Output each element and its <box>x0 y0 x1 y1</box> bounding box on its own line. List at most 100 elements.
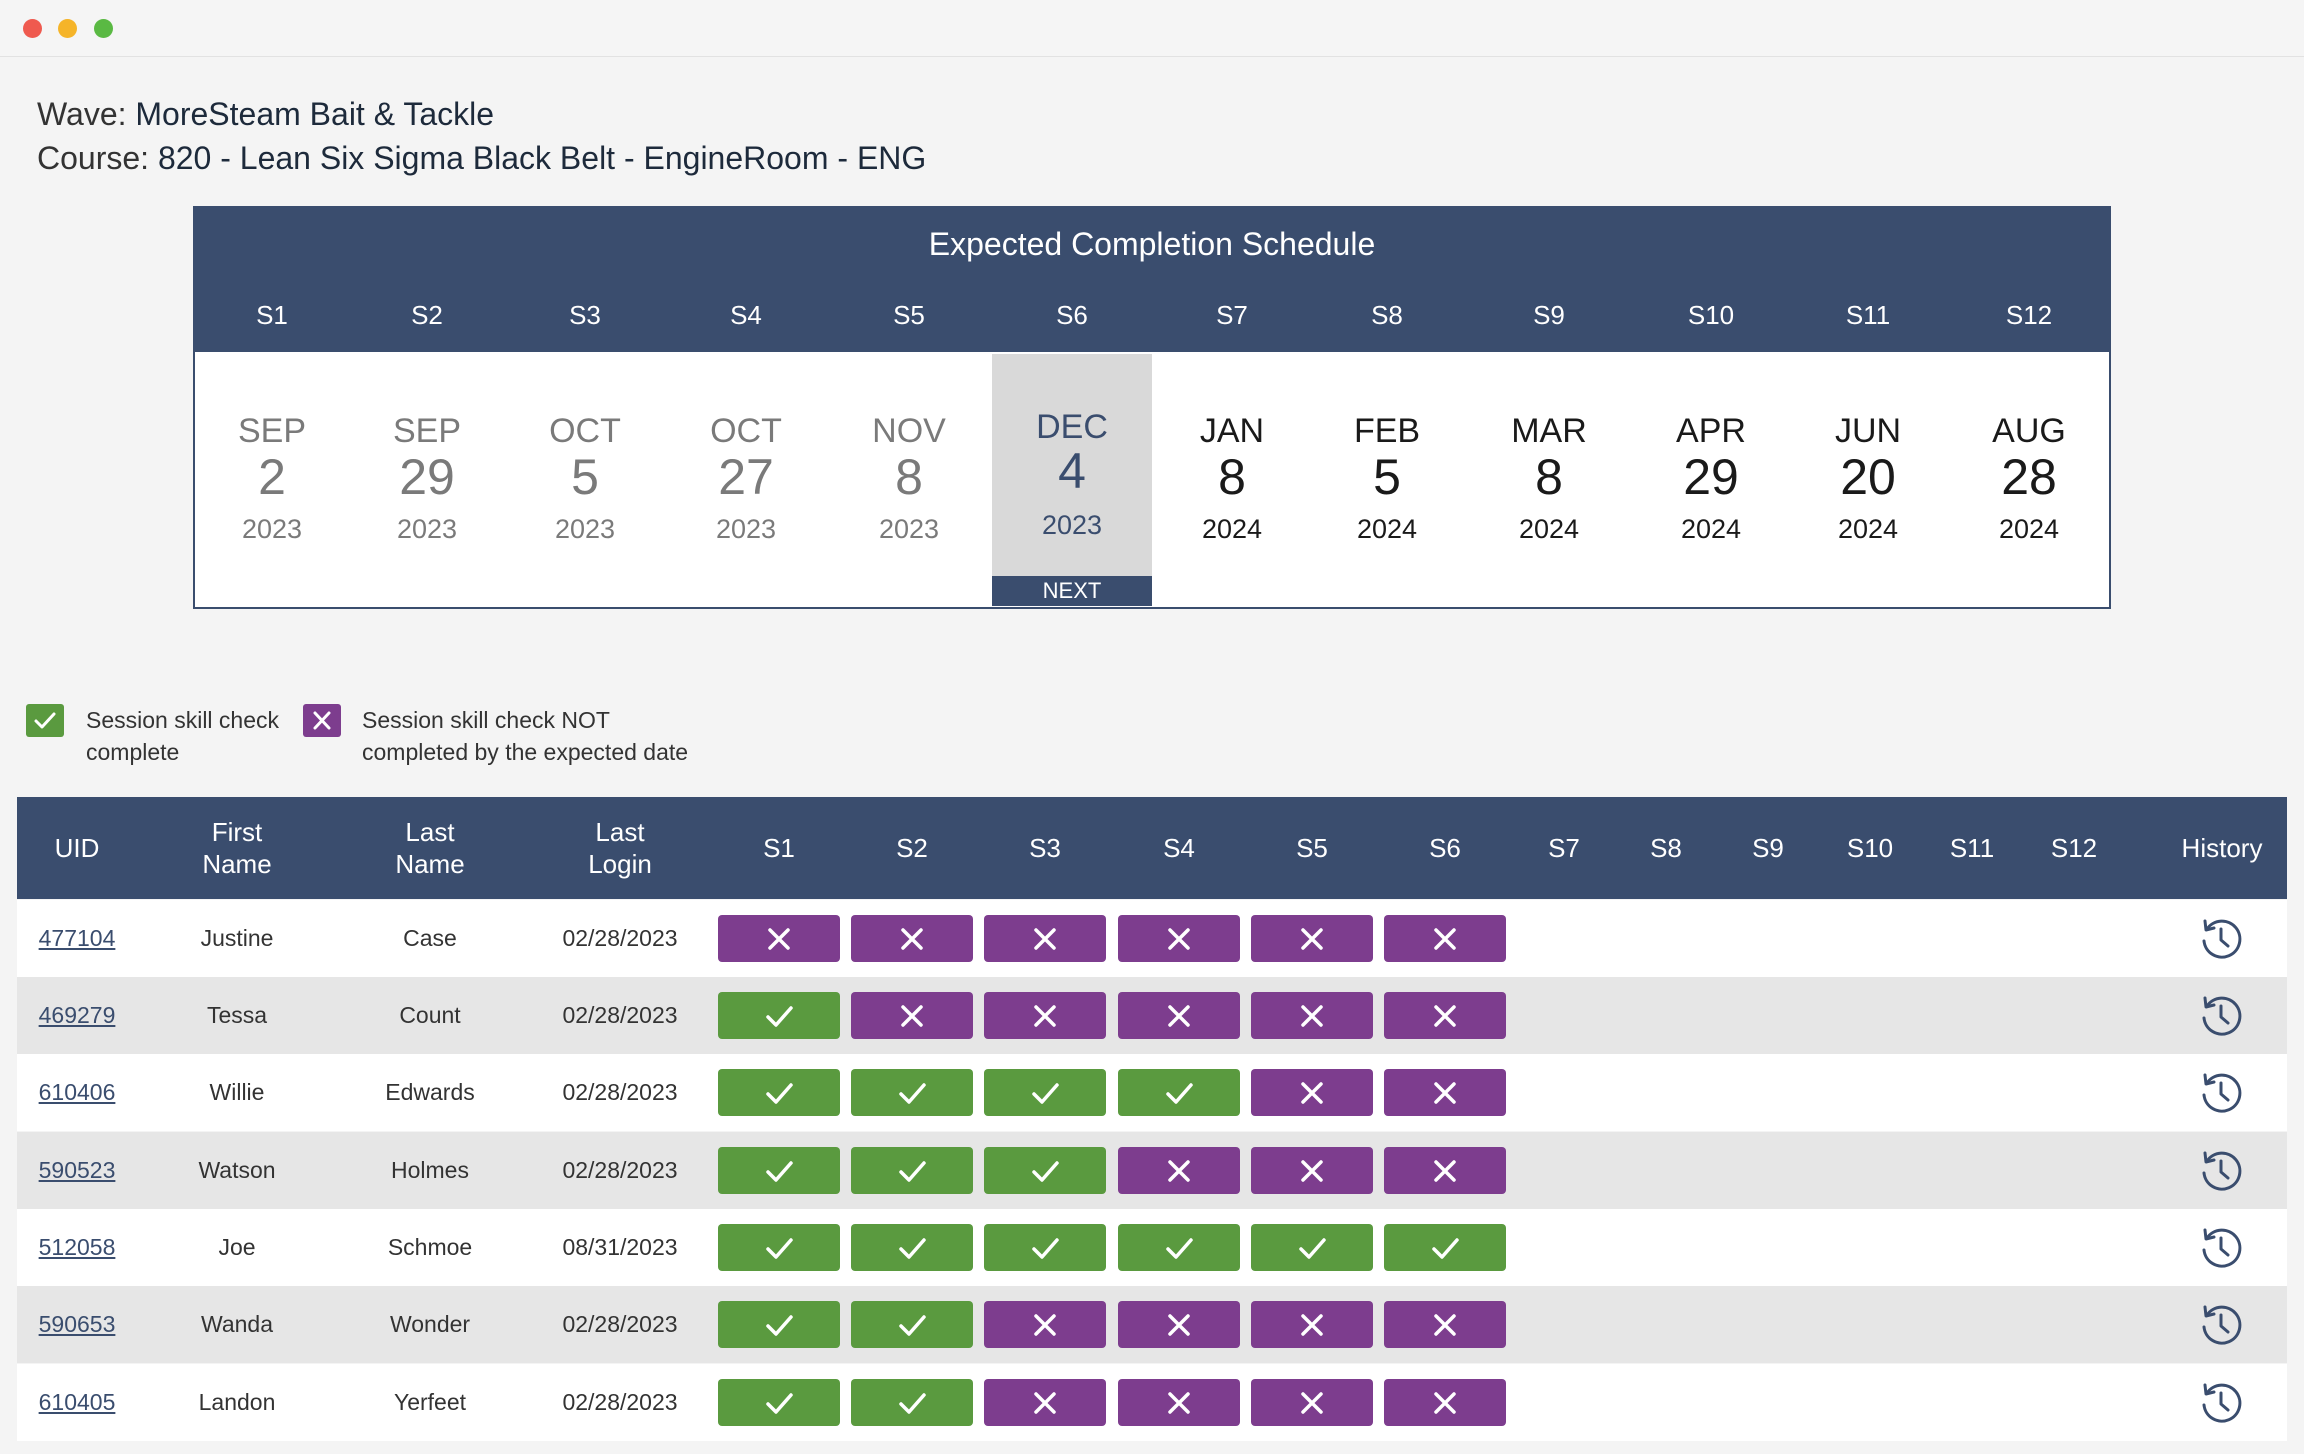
history-clock-icon <box>2202 1151 2242 1191</box>
skill-check-complete[interactable] <box>851 1147 973 1194</box>
skill-check-complete[interactable] <box>718 1224 840 1271</box>
uid-link[interactable]: 610406 <box>38 1079 116 1105</box>
check-icon <box>766 1160 793 1182</box>
skill-check-complete[interactable] <box>851 1379 973 1426</box>
skill-check-complete[interactable] <box>851 1069 973 1116</box>
skill-check-incomplete[interactable] <box>1118 915 1240 962</box>
skill-check-complete[interactable] <box>1251 1224 1373 1271</box>
course-value: 820 - Lean Six Sigma Black Belt - Engine… <box>157 140 927 176</box>
skill-check-incomplete[interactable] <box>1251 1301 1373 1348</box>
header-session: S7 <box>1548 833 1580 863</box>
skill-check-complete[interactable] <box>718 1069 840 1116</box>
schedule-date-month: JUN <box>1834 412 1902 450</box>
table-row: 610405 Landon Yerfeet 02/28/2023 <box>17 1364 2287 1441</box>
skill-check-incomplete[interactable] <box>1251 992 1373 1039</box>
skill-check-incomplete[interactable] <box>1384 992 1506 1039</box>
history-button[interactable] <box>2197 1147 2245 1195</box>
check-icon <box>34 712 56 729</box>
uid-link[interactable]: 590653 <box>38 1311 116 1337</box>
header-session: S8 <box>1650 833 1682 863</box>
history-button[interactable] <box>2197 1301 2245 1349</box>
skill-check-incomplete[interactable] <box>1251 1069 1373 1116</box>
header-history: History <box>2181 833 2263 863</box>
skill-check-incomplete[interactable] <box>1118 992 1240 1039</box>
uid-link[interactable]: 477104 <box>38 925 116 951</box>
schedule-date-month: DEC <box>1036 408 1108 446</box>
header-last-login[interactable]: Last Login <box>530 797 710 899</box>
history-button[interactable] <box>2197 1379 2245 1427</box>
header-session: S6 <box>1429 833 1461 863</box>
x-icon <box>1168 1313 1190 1336</box>
uid-link[interactable]: 610405 <box>38 1389 116 1415</box>
schedule-session-header: S3 <box>569 300 601 330</box>
header-session: S11 <box>1949 833 1995 863</box>
skill-check-complete[interactable] <box>984 1224 1106 1271</box>
uid-cell: 477104 <box>17 900 137 977</box>
skill-check-incomplete[interactable] <box>1251 1379 1373 1426</box>
skill-check-complete[interactable] <box>984 1069 1106 1116</box>
check-icon <box>766 1082 793 1104</box>
uid-link[interactable]: 512058 <box>38 1234 116 1260</box>
skill-check-complete[interactable] <box>984 1147 1106 1194</box>
skill-check-incomplete[interactable] <box>1384 1147 1506 1194</box>
header-first-name[interactable]: First Name <box>147 797 327 899</box>
skill-check-complete[interactable] <box>718 1379 840 1426</box>
skill-check-incomplete[interactable] <box>1118 1147 1240 1194</box>
table-row: 590653 Wanda Wonder 02/28/2023 <box>17 1286 2287 1363</box>
check-icon <box>1032 1237 1059 1259</box>
uid-link[interactable]: 590523 <box>38 1157 116 1183</box>
header-uid[interactable]: UID <box>54 833 100 863</box>
skill-check-incomplete[interactable] <box>718 915 840 962</box>
skill-check-incomplete[interactable] <box>1251 915 1373 962</box>
history-button[interactable] <box>2197 1069 2245 1117</box>
skill-check-incomplete[interactable] <box>984 915 1106 962</box>
schedule-date-month: MAR <box>1511 412 1587 450</box>
schedule-date-day: 29 <box>1683 449 1739 505</box>
uid-link[interactable]: 469279 <box>38 1002 116 1028</box>
skill-check-complete[interactable] <box>718 992 840 1039</box>
skill-check-complete[interactable] <box>851 1224 973 1271</box>
skill-check-incomplete[interactable] <box>1384 1301 1506 1348</box>
x-icon <box>1034 1004 1056 1027</box>
header-last-name-line1: Last <box>405 817 455 847</box>
schedule-date-month: FEB <box>1353 412 1421 450</box>
history-button[interactable] <box>2197 915 2245 963</box>
uid-cell: 590523 <box>17 1132 137 1209</box>
first-name-cell: Tessa <box>206 1002 268 1028</box>
skill-check-complete[interactable] <box>1384 1224 1506 1271</box>
last-login-cell: 02/28/2023 <box>562 1157 678 1183</box>
minimize-window-icon[interactable] <box>58 19 77 38</box>
legend-incomplete-text: Session skill check NOT completed by the… <box>362 704 688 768</box>
header-last-name[interactable]: Last Name <box>340 797 520 899</box>
skill-check-incomplete[interactable] <box>1251 1147 1373 1194</box>
history-clock-icon <box>2202 996 2242 1036</box>
history-button[interactable] <box>2197 992 2245 1040</box>
last-name-cell: Case <box>403 925 457 951</box>
skill-check-complete[interactable] <box>1118 1224 1240 1271</box>
legend-incomplete-line1: Session skill check NOT <box>362 707 610 733</box>
skill-check-complete[interactable] <box>851 1301 973 1348</box>
history-button[interactable] <box>2197 1224 2245 1272</box>
table-row: 590523 Watson Holmes 02/28/2023 <box>17 1132 2287 1209</box>
skill-check-incomplete[interactable] <box>1118 1301 1240 1348</box>
skill-check-incomplete[interactable] <box>851 992 973 1039</box>
close-window-icon[interactable] <box>23 19 42 38</box>
skill-check-complete[interactable] <box>1118 1069 1240 1116</box>
skill-check-incomplete[interactable] <box>851 915 973 962</box>
skill-check-complete[interactable] <box>718 1147 840 1194</box>
maximize-window-icon[interactable] <box>94 19 113 38</box>
skill-check-incomplete[interactable] <box>1384 1379 1506 1426</box>
skill-check-complete[interactable] <box>718 1301 840 1348</box>
skill-check-incomplete[interactable] <box>984 1379 1106 1426</box>
skill-check-incomplete[interactable] <box>984 992 1106 1039</box>
skill-check-incomplete[interactable] <box>984 1301 1106 1348</box>
x-icon <box>1301 927 1323 950</box>
schedule-session-header: S8 <box>1371 300 1403 330</box>
skill-check-incomplete[interactable] <box>1384 1069 1506 1116</box>
last-login-cell: 02/28/2023 <box>562 1079 678 1105</box>
schedule-date-s2: SEP 29 2023 <box>347 354 507 606</box>
schedule-date-s4: OCT 27 2023 <box>666 354 826 606</box>
skill-check-incomplete[interactable] <box>1384 915 1506 962</box>
skill-check-incomplete[interactable] <box>1118 1379 1240 1426</box>
schedule-date-s3: OCT 5 2023 <box>505 354 665 606</box>
